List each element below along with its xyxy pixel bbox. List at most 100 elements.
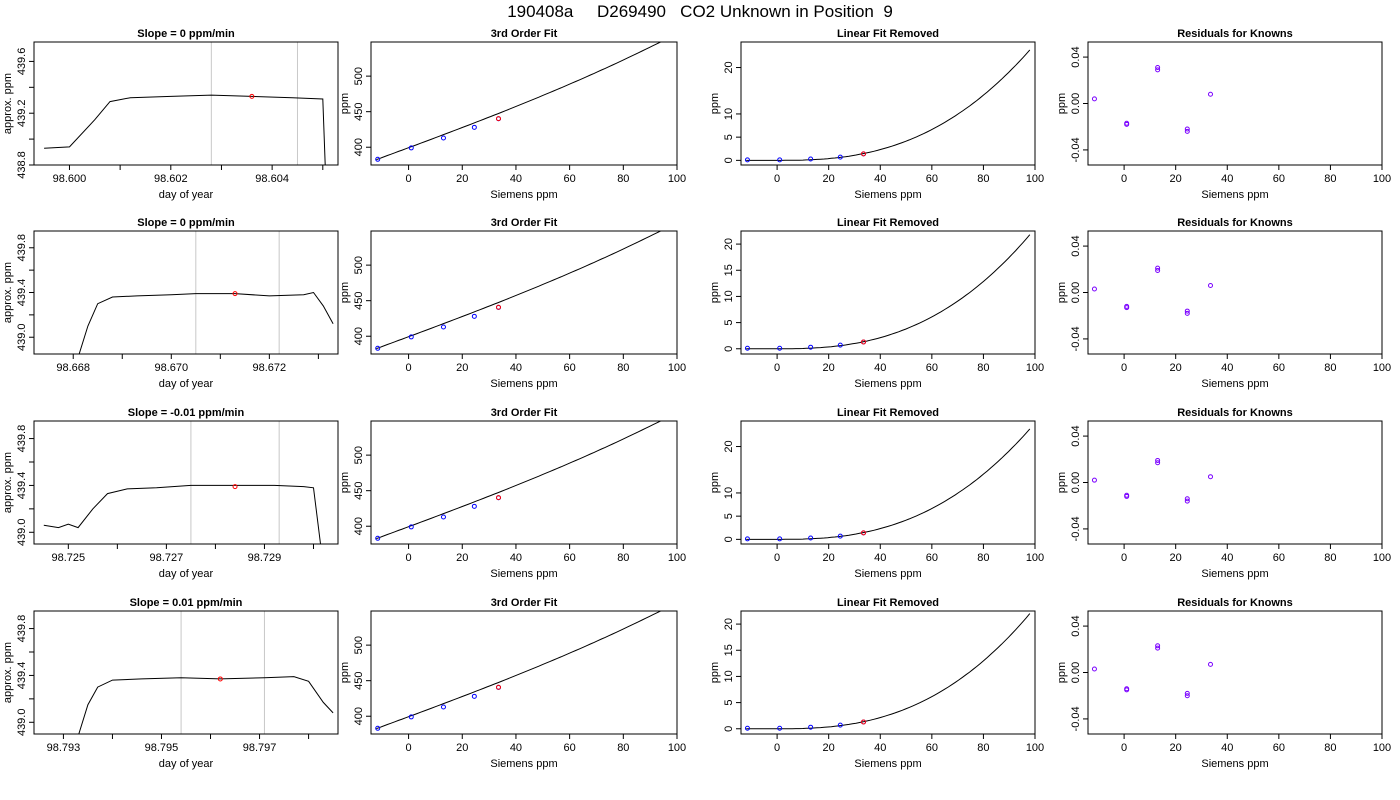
x-tick-label: 98.668 [56,362,90,374]
panel-title: 3rd Order Fit [491,407,558,419]
x-tick-label: 98.670 [154,362,188,374]
y-tick-label: 400 [353,327,365,345]
panel-title: Residuals for Knowns [1177,597,1293,609]
residual-point [1091,477,1097,483]
x-tick-label: 0 [406,552,412,564]
known-point [408,145,414,151]
fit-curve [376,421,662,540]
x-tick-label: 100 [1373,173,1391,185]
fit-curve [376,231,662,350]
residual-point [1184,693,1190,699]
chart-panel: 3rd Order Fit 0 20 40 60 80 100 400 450 500 Siemen… [339,217,686,390]
known-point [777,725,783,731]
x-tick-label: 20 [456,173,468,185]
fit-curve [746,49,1031,161]
x-tick-label: 40 [874,362,886,374]
x-tick-label: 60 [564,173,576,185]
known-point [471,313,477,319]
y-tick-label: 0.00 [1070,472,1082,493]
y-axis-label: ppm [709,662,721,683]
x-tick-label: 20 [456,742,468,754]
x-axis-label: Siemens ppm [854,189,921,201]
x-tick-label: 100 [1373,362,1391,374]
panel-title: Slope = 0 ppm/min [137,28,235,40]
y-tick-label: 500 [353,256,365,274]
plot-area [375,421,662,541]
plot-area [744,49,1031,163]
x-tick-label: 80 [617,362,629,374]
x-axis-label: Siemens ppm [490,189,557,201]
plot-frame [33,610,339,735]
chart-panel: 3rd Order Fit 0 20 40 60 80 100 400 450 500 Siemen… [339,407,686,580]
y-axis-label: approx. ppm [2,262,14,323]
plot-area [744,428,1031,542]
known-point [744,725,750,731]
y-tick-label: 439.0 [16,709,28,737]
x-axis-label: Siemens ppm [1201,378,1268,390]
x-axis-label: Siemens ppm [490,758,557,770]
residual-point [1155,267,1161,273]
x-axis-label: Siemens ppm [1201,758,1268,770]
y-tick-label: 439.0 [16,519,28,547]
x-tick-label: 20 [823,173,835,185]
panel-title: Linear Fit Removed [837,217,939,229]
panel-title: Linear Fit Removed [837,597,939,609]
y-tick-label: 0 [723,346,735,352]
y-tick-label: 439.8 [16,425,28,453]
x-tick-label: 98.727 [150,552,184,564]
y-tick-label: 0.04 [1070,235,1082,256]
page-title: 190408a D269490 CO2 Unknown in Position … [507,2,893,21]
x-tick-label: 40 [1221,552,1233,564]
x-tick-label: 40 [510,742,522,754]
y-tick-label: 0.04 [1070,425,1082,446]
plot-frame [740,610,1036,735]
known-point [837,533,843,539]
y-tick-label: 439.4 [16,472,28,500]
chart-panel: Slope = -0.01 ppm/min 98.725 98.727 98.729 4… [2,407,339,580]
known-point [471,124,477,130]
x-tick-label: 100 [668,742,686,754]
y-axis-label: ppm [1056,282,1068,303]
unknown-point [861,339,866,345]
residual-point [1091,666,1097,672]
x-tick-label: 20 [1170,362,1182,374]
x-tick-label: 20 [456,362,468,374]
x-tick-label: 98.729 [248,552,282,564]
x-tick-label: 40 [874,742,886,754]
y-tick-label: 439.6 [16,48,28,76]
x-axis-label: day of year [159,378,214,390]
plot-area [78,611,334,734]
panel-title: 3rd Order Fit [491,28,558,40]
panel-title: 3rd Order Fit [491,217,558,229]
y-tick-label: 10 [723,290,735,302]
plot-frame [1087,230,1383,355]
plot-frame [370,610,678,735]
y-tick-label: -0.04 [1070,706,1082,731]
y-axis-label: approx. ppm [2,452,14,513]
x-tick-label: 98.797 [243,742,277,754]
y-tick-label: 400 [353,707,365,725]
x-tick-label: 80 [617,173,629,185]
residual-point [1208,91,1213,97]
known-point [440,704,446,710]
y-tick-label: 5 [723,134,735,140]
x-tick-label: 0 [774,173,780,185]
plot-frame [33,420,339,545]
plot-area [1091,643,1213,699]
x-tick-label: 98.725 [51,552,85,564]
fit-curve [376,611,662,730]
y-tick-label: -0.04 [1070,516,1082,541]
residual-point [1124,305,1130,311]
y-axis-label: ppm [1056,662,1068,683]
x-tick-label: 80 [977,173,989,185]
y-tick-label: 439.8 [16,234,28,262]
panel-title: Residuals for Knowns [1177,407,1293,419]
plot-area [1091,457,1213,504]
plot-frame [370,230,678,355]
known-point [440,514,446,520]
x-tick-label: 0 [406,362,412,374]
x-axis-label: Siemens ppm [854,378,921,390]
plot-area [1091,65,1213,134]
y-tick-label: 500 [353,446,365,464]
residual-point [1184,126,1190,132]
